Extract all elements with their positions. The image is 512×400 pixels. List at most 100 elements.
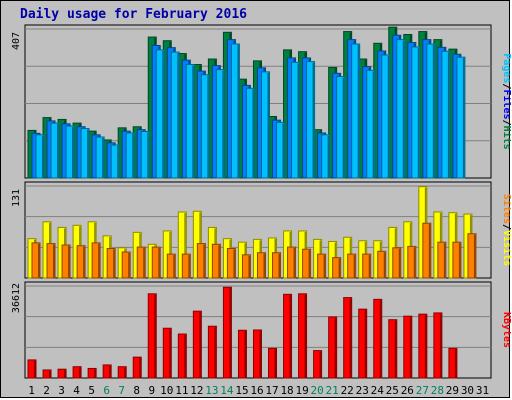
bar-shade (413, 247, 416, 278)
bar-shade (109, 365, 111, 378)
bar-shade (398, 248, 401, 278)
x-tick-label-18: 18 (280, 384, 293, 397)
bar-shade (379, 300, 382, 378)
bar-shade (357, 45, 360, 178)
bar-kbytes-day-6 (102, 364, 112, 379)
x-tick-label-24: 24 (371, 384, 385, 397)
bar-pages-day-18 (291, 61, 301, 179)
x-tick-label-14: 14 (220, 384, 234, 397)
x-tick-label-23: 23 (356, 384, 369, 397)
bar-shade (387, 55, 390, 178)
x-tick-label-22: 22 (341, 384, 354, 397)
bar-kbytes-day-28 (433, 312, 443, 379)
bar-shade (147, 132, 149, 178)
bar-pages-day-6 (110, 144, 120, 179)
bar-shade (34, 360, 36, 378)
bar-sites-day-11 (181, 253, 191, 279)
bar-shade (162, 50, 164, 178)
legend-top: Pages/Files/Hits (501, 53, 511, 149)
bar-pages-day-9 (155, 49, 165, 179)
bar-sites-day-10 (166, 253, 176, 279)
x-tick-label-4: 4 (73, 384, 80, 397)
bar-pages-day-21 (336, 76, 346, 179)
bar-shade (334, 317, 337, 378)
x-tick-label-20: 20 (311, 384, 324, 397)
bar-shade (267, 72, 269, 178)
bar-shade (289, 295, 292, 378)
bar-pages-day-29 (456, 56, 466, 179)
bar-shade (87, 129, 89, 178)
legend-hits: Hits (501, 126, 511, 150)
bar-kbytes-day-1 (27, 359, 37, 379)
bar-shade (402, 40, 405, 179)
bar-sites-day-23 (362, 253, 372, 279)
bar-shade (323, 255, 326, 278)
bar-kbytes-day-26 (403, 315, 413, 379)
bar-shade (462, 58, 465, 178)
bar-sites-day-28 (437, 241, 447, 279)
bar-shade (409, 317, 412, 378)
legend-sites: Sites (501, 194, 511, 224)
bar-sites-day-27 (422, 222, 432, 279)
bar-shade (439, 313, 442, 378)
y-max-label-bottom: 36612 (11, 283, 22, 313)
x-tick-label-12: 12 (190, 384, 203, 397)
bar-shade (128, 253, 130, 278)
x-tick-label-30: 30 (461, 384, 474, 397)
bar-sites-day-18 (287, 246, 297, 279)
bar-shade (38, 243, 40, 278)
bar-shade (53, 244, 55, 278)
bar-sites-day-15 (241, 254, 251, 279)
bar-pages-day-14 (230, 43, 240, 179)
x-tick-label-2: 2 (43, 384, 50, 397)
bar-kbytes-day-20 (313, 350, 323, 379)
bar-shade (368, 255, 371, 278)
bar-shade (143, 248, 145, 278)
bar-pages-day-4 (80, 128, 90, 179)
bar-pages-day-24 (381, 54, 391, 179)
legend-middle: Sites/Visits (501, 194, 511, 266)
bar-shade (218, 245, 220, 278)
bar-shade (94, 369, 96, 378)
x-tick-label-26: 26 (401, 384, 414, 397)
bar-pages-day-16 (260, 71, 270, 179)
bar-kbytes-day-24 (373, 298, 383, 379)
bar-shade (417, 47, 420, 179)
bar-sites-day-4 (76, 245, 86, 279)
bar-shade (458, 243, 461, 278)
bar-shade (68, 245, 70, 278)
bar-sites-day-1 (31, 242, 41, 279)
legend-pages: Pages (501, 53, 511, 83)
bar-kbytes-day-17 (268, 347, 278, 379)
bar-shade (42, 135, 44, 178)
bar-pages-day-15 (245, 87, 255, 179)
bar-shade (132, 133, 134, 178)
x-tick-label-13: 13 (205, 384, 218, 397)
bar-shade (263, 253, 265, 278)
bar-sites-day-21 (332, 257, 342, 279)
bar-shade (248, 255, 250, 278)
bar-kbytes-day-16 (252, 329, 262, 379)
bar-pages-day-13 (215, 69, 225, 179)
bar-sites-day-13 (211, 243, 221, 279)
x-tick-label-27: 27 (416, 384, 429, 397)
bar-shade (203, 244, 205, 278)
bar-kbytes-day-9 (147, 293, 157, 379)
bar-shade (79, 367, 81, 378)
bar-shade (282, 123, 285, 178)
x-tick-label-15: 15 (235, 384, 248, 397)
y-max-label-top: 407 (11, 32, 22, 50)
bar-kbytes-day-22 (343, 297, 353, 379)
bar-kbytes-day-5 (87, 367, 97, 379)
bar-sites-day-20 (317, 253, 327, 279)
bar-kbytes-day-13 (207, 325, 217, 379)
bar-kbytes-day-12 (192, 310, 202, 379)
bar-shade (207, 75, 209, 178)
bar-shade (342, 77, 345, 178)
x-tick-label-7: 7 (118, 384, 125, 397)
bar-shade (428, 224, 431, 278)
bar-shade (113, 249, 115, 278)
bar-shade (192, 65, 194, 178)
chart-title: Daily usage for February 2016 (20, 7, 247, 22)
bar-kbytes-day-7 (117, 366, 127, 379)
